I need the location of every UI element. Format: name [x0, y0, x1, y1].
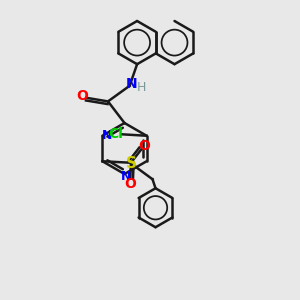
Text: O: O: [76, 89, 88, 103]
Text: Cl: Cl: [108, 127, 123, 141]
Text: N: N: [121, 170, 131, 184]
Text: O: O: [124, 177, 136, 191]
Text: H: H: [136, 81, 146, 94]
Text: N: N: [102, 129, 112, 142]
Text: O: O: [139, 139, 150, 153]
Text: S: S: [126, 156, 137, 171]
Text: N: N: [125, 77, 137, 91]
